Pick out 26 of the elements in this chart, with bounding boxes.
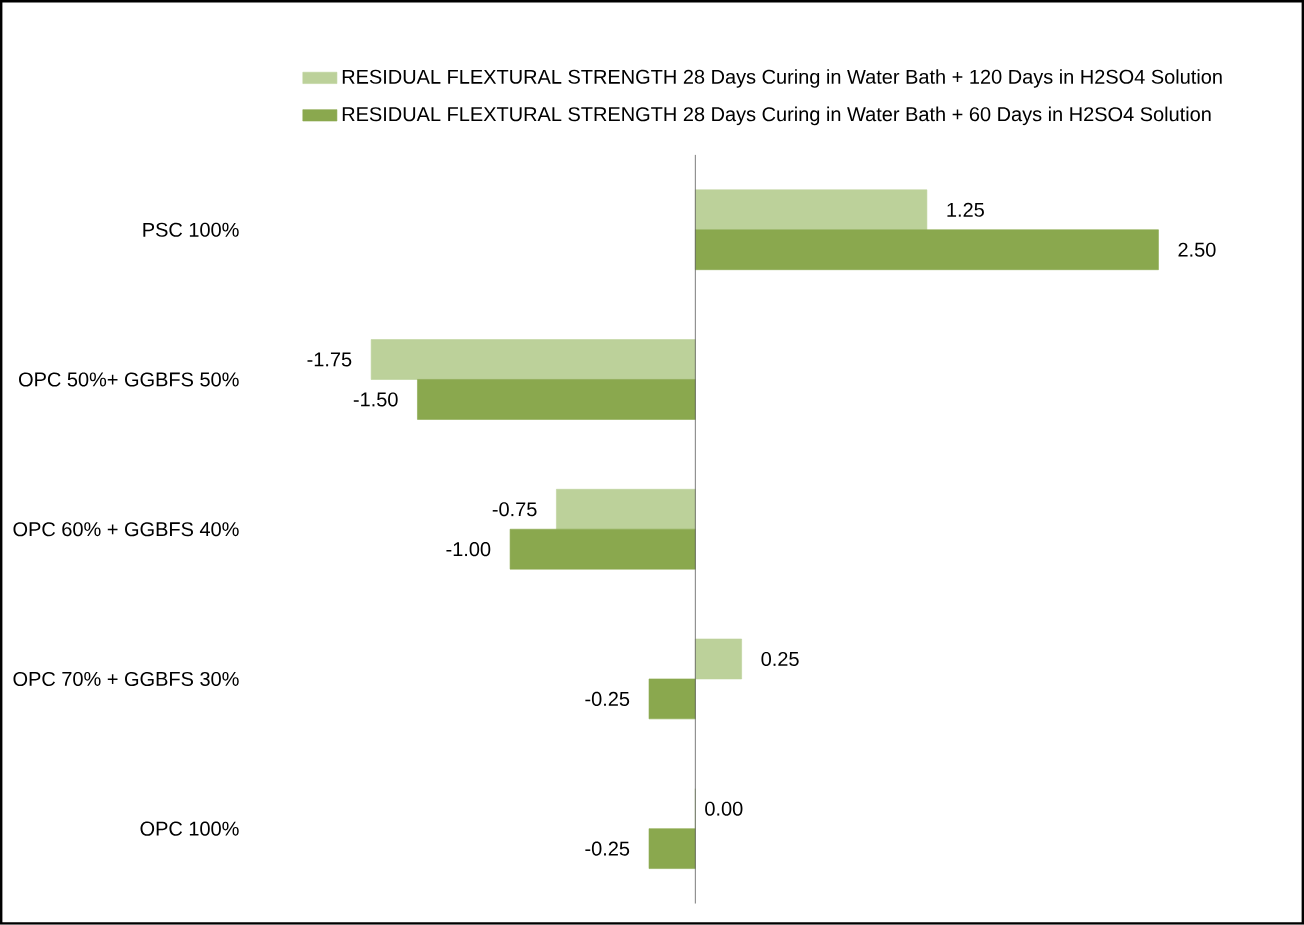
bar xyxy=(695,638,742,680)
data-label: -0.75 xyxy=(492,502,537,517)
data-label: -0.25 xyxy=(585,692,630,707)
y-tick-label: OPC 100% xyxy=(140,821,239,836)
y-tick-label: PSC 100% xyxy=(143,222,239,237)
data-label: 1.25 xyxy=(947,202,984,218)
bar xyxy=(648,678,696,720)
data-label: 2.50 xyxy=(1178,242,1216,257)
y-tick-label: OPC 70% + GGBFS 30% xyxy=(13,672,239,687)
data-label: -0.25 xyxy=(585,841,630,856)
data-label: 0.00 xyxy=(705,801,743,816)
data-label: -1.50 xyxy=(353,392,398,407)
legend-label: RESIDUAL FLEXTURAL STRENGTH 28 Days Curing in Water Bath + 120 Days in H2SO4 Solution xyxy=(342,69,1222,88)
bar xyxy=(695,229,1159,271)
legend-label: RESIDUAL FLEXTURAL STRENGTH 28 Days Curing in Water Bath + 60 Days in H2SO4 Solution xyxy=(342,106,1211,126)
bar xyxy=(509,529,696,570)
bar xyxy=(695,189,928,231)
y-tick-label: OPC 50%+ GGBFS 50% xyxy=(19,372,239,387)
bar xyxy=(417,379,696,420)
bar xyxy=(556,489,696,530)
data-label: 0.25 xyxy=(761,652,799,667)
data-label: -1.00 xyxy=(446,542,491,557)
y-tick-label: OPC 60% + GGBFS 40% xyxy=(13,522,239,537)
bar xyxy=(370,339,696,380)
bar xyxy=(648,828,696,870)
data-label: -1.75 xyxy=(307,352,352,367)
